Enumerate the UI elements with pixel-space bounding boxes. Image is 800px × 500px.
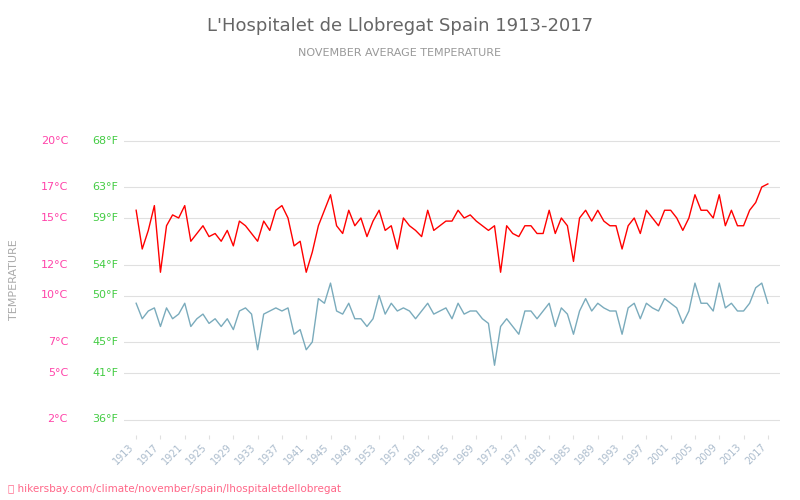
Text: 36°F: 36°F (93, 414, 118, 424)
Text: 10°C: 10°C (41, 290, 68, 300)
Text: 7°C: 7°C (48, 337, 68, 347)
Text: NOVEMBER AVERAGE TEMPERATURE: NOVEMBER AVERAGE TEMPERATURE (298, 48, 502, 58)
Text: 54°F: 54°F (92, 260, 118, 270)
Text: 45°F: 45°F (92, 337, 118, 347)
Text: 63°F: 63°F (93, 182, 118, 192)
Text: 41°F: 41°F (92, 368, 118, 378)
Text: 59°F: 59°F (92, 213, 118, 223)
Text: 12°C: 12°C (41, 260, 68, 270)
Text: TEMPERATURE: TEMPERATURE (10, 240, 19, 320)
Text: 15°C: 15°C (41, 213, 68, 223)
Text: 68°F: 68°F (92, 136, 118, 145)
Text: 17°C: 17°C (41, 182, 68, 192)
Text: 20°C: 20°C (41, 136, 68, 145)
Text: 📍 hikersbay.com/climate/november/spain/lhospitaletdellobregat: 📍 hikersbay.com/climate/november/spain/l… (8, 484, 341, 494)
Text: 2°C: 2°C (48, 414, 68, 424)
Text: L'Hospitalet de Llobregat Spain 1913-2017: L'Hospitalet de Llobregat Spain 1913-201… (207, 17, 593, 35)
Text: 5°C: 5°C (48, 368, 68, 378)
Text: 50°F: 50°F (93, 290, 118, 300)
